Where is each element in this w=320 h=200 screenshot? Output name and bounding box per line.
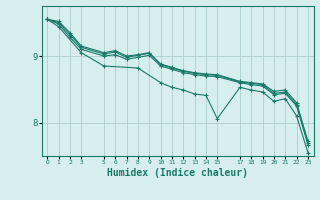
- X-axis label: Humidex (Indice chaleur): Humidex (Indice chaleur): [107, 168, 248, 178]
